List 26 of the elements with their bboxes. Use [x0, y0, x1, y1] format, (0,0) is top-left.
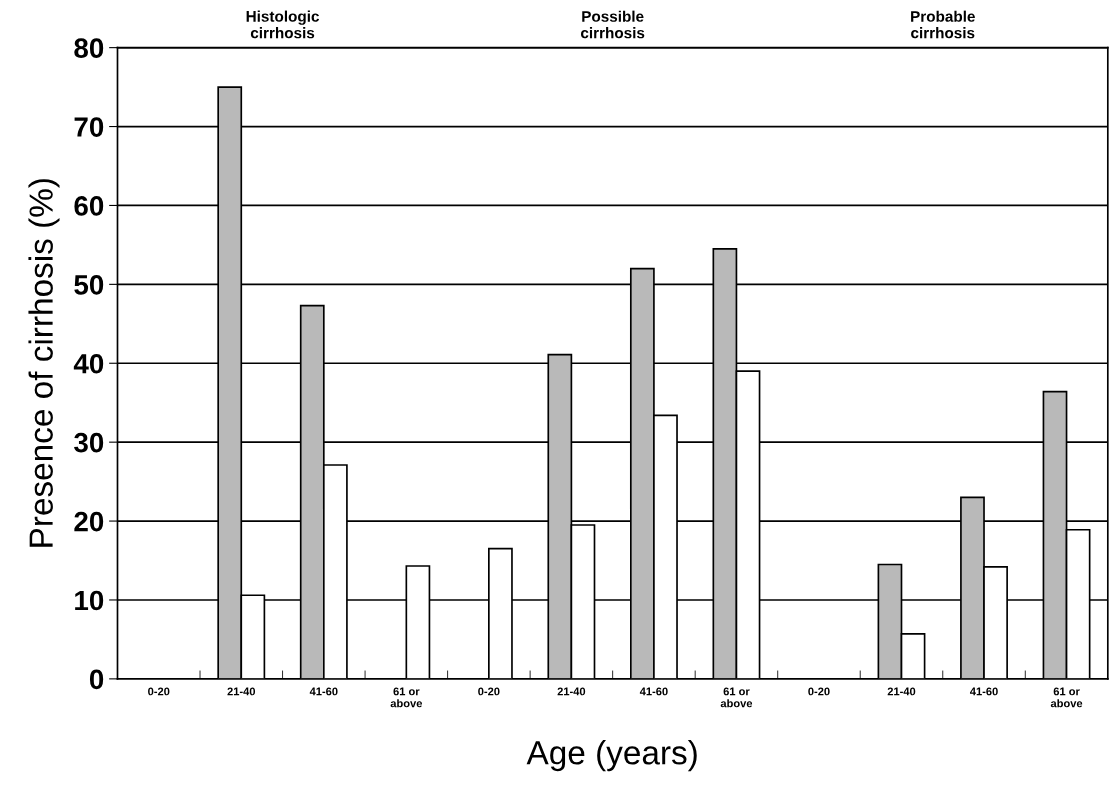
y-tick-label: 40 — [73, 353, 104, 374]
x-tick-label: 0-20 — [478, 687, 500, 696]
y-tick-label: 30 — [74, 432, 104, 453]
x-tick-label: 41-60 — [969, 687, 998, 696]
text: Histologic cirrhosis — [246, 10, 320, 39]
x-tick-label: 61 or above — [720, 687, 753, 708]
x-tick-label: 21-40 — [887, 687, 916, 696]
y-tick-label: 20 — [74, 511, 104, 532]
x-axis-title: Age (years) — [526, 740, 697, 772]
x-tick-label: 21-40 — [227, 687, 256, 696]
y-tick-label: 80 — [74, 38, 104, 58]
x-tick-label: 0-20 — [808, 687, 830, 696]
y-tick-label: 0 — [89, 669, 104, 690]
x-tick-label: 41-60 — [309, 687, 338, 696]
y-tick-label: 60 — [74, 196, 104, 216]
x-tick-label: 0-20 — [148, 687, 170, 696]
text: Possible cirrhosis — [580, 10, 645, 39]
x-tick-label: 61 or above — [390, 687, 423, 708]
y-tick-label: 50 — [74, 275, 104, 295]
x-tick-label: 21-40 — [557, 687, 586, 696]
y-axis-title: Presence of cirrhosis (%) — [28, 179, 60, 547]
text: Probable cirrhosis — [911, 10, 975, 39]
y-tick-label: 70 — [74, 117, 104, 137]
y-tick-label: 10 — [75, 590, 104, 611]
x-tick-label: 61 or above — [1050, 687, 1083, 708]
x-tick-label: 41-60 — [639, 687, 668, 696]
